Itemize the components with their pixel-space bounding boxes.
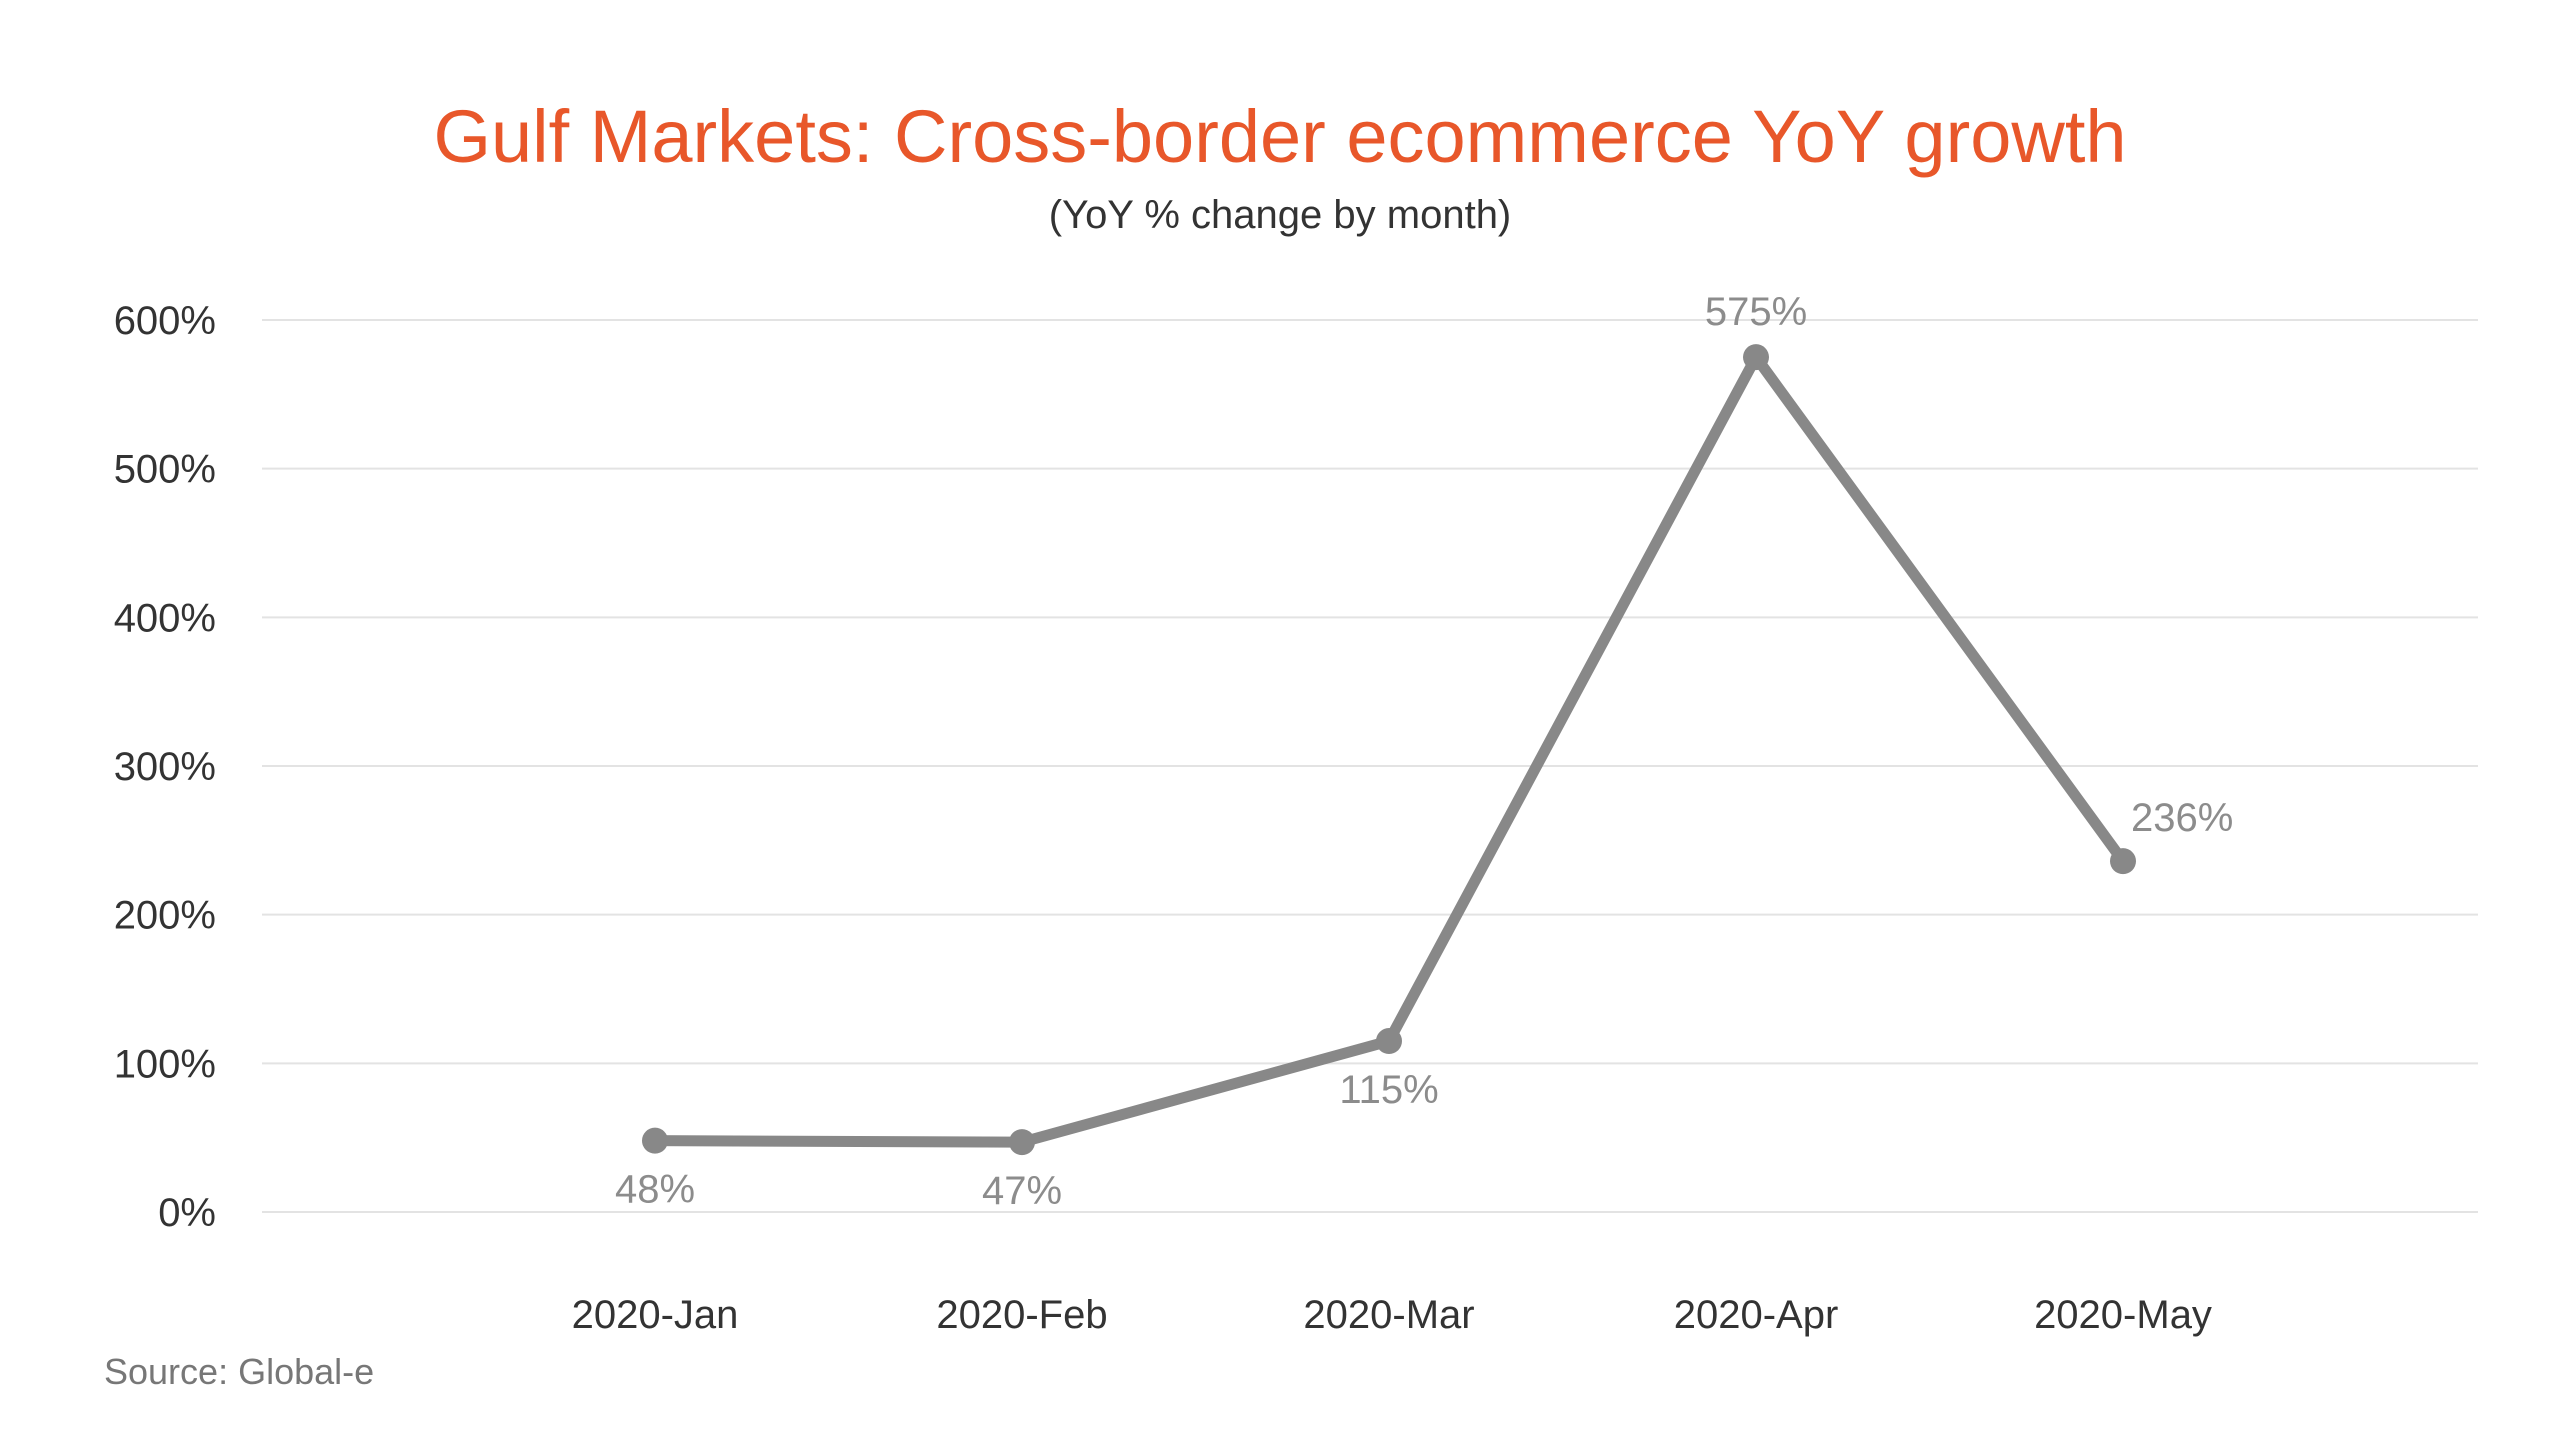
data-label: 48%	[615, 1168, 695, 1212]
y-tick-label: 0%	[158, 1191, 216, 1235]
x-tick-label: 2020-Apr	[1674, 1293, 1839, 1337]
data-point-2020-Mar[interactable]	[1376, 1028, 1402, 1055]
y-tick-label: 500%	[114, 448, 216, 492]
x-tick-label: 2020-Jan	[572, 1293, 739, 1337]
y-tick-label: 600%	[114, 299, 216, 343]
data-point-2020-Jan[interactable]	[642, 1127, 668, 1154]
chart-subtitle: (YoY % change by month)	[1048, 193, 1512, 237]
series-line	[649, 351, 2129, 1148]
data-label: 236%	[2131, 796, 2233, 840]
data-label: 575%	[1705, 290, 1807, 334]
data-point-2020-Feb[interactable]	[1009, 1129, 1035, 1156]
x-tick-label: 2020-May	[2034, 1293, 2212, 1337]
x-tick-label: 2020-Mar	[1303, 1293, 1474, 1337]
data-point-2020-Apr[interactable]	[1743, 344, 1769, 371]
y-tick-label: 200%	[114, 894, 216, 938]
chart-title: Gulf Markets: Cross-border ecommerce YoY…	[433, 95, 2127, 178]
data-label: 115%	[1339, 1068, 1438, 1112]
y-tick-label: 100%	[114, 1042, 216, 1086]
x-tick-label: 2020-Feb	[936, 1293, 1107, 1337]
source-note: Source: Global-e	[104, 1351, 375, 1392]
y-tick-label: 400%	[114, 596, 216, 640]
data-label: 47%	[982, 1169, 1062, 1213]
y-tick-label: 300%	[114, 745, 216, 789]
data-point-2020-May[interactable]	[2110, 848, 2136, 875]
